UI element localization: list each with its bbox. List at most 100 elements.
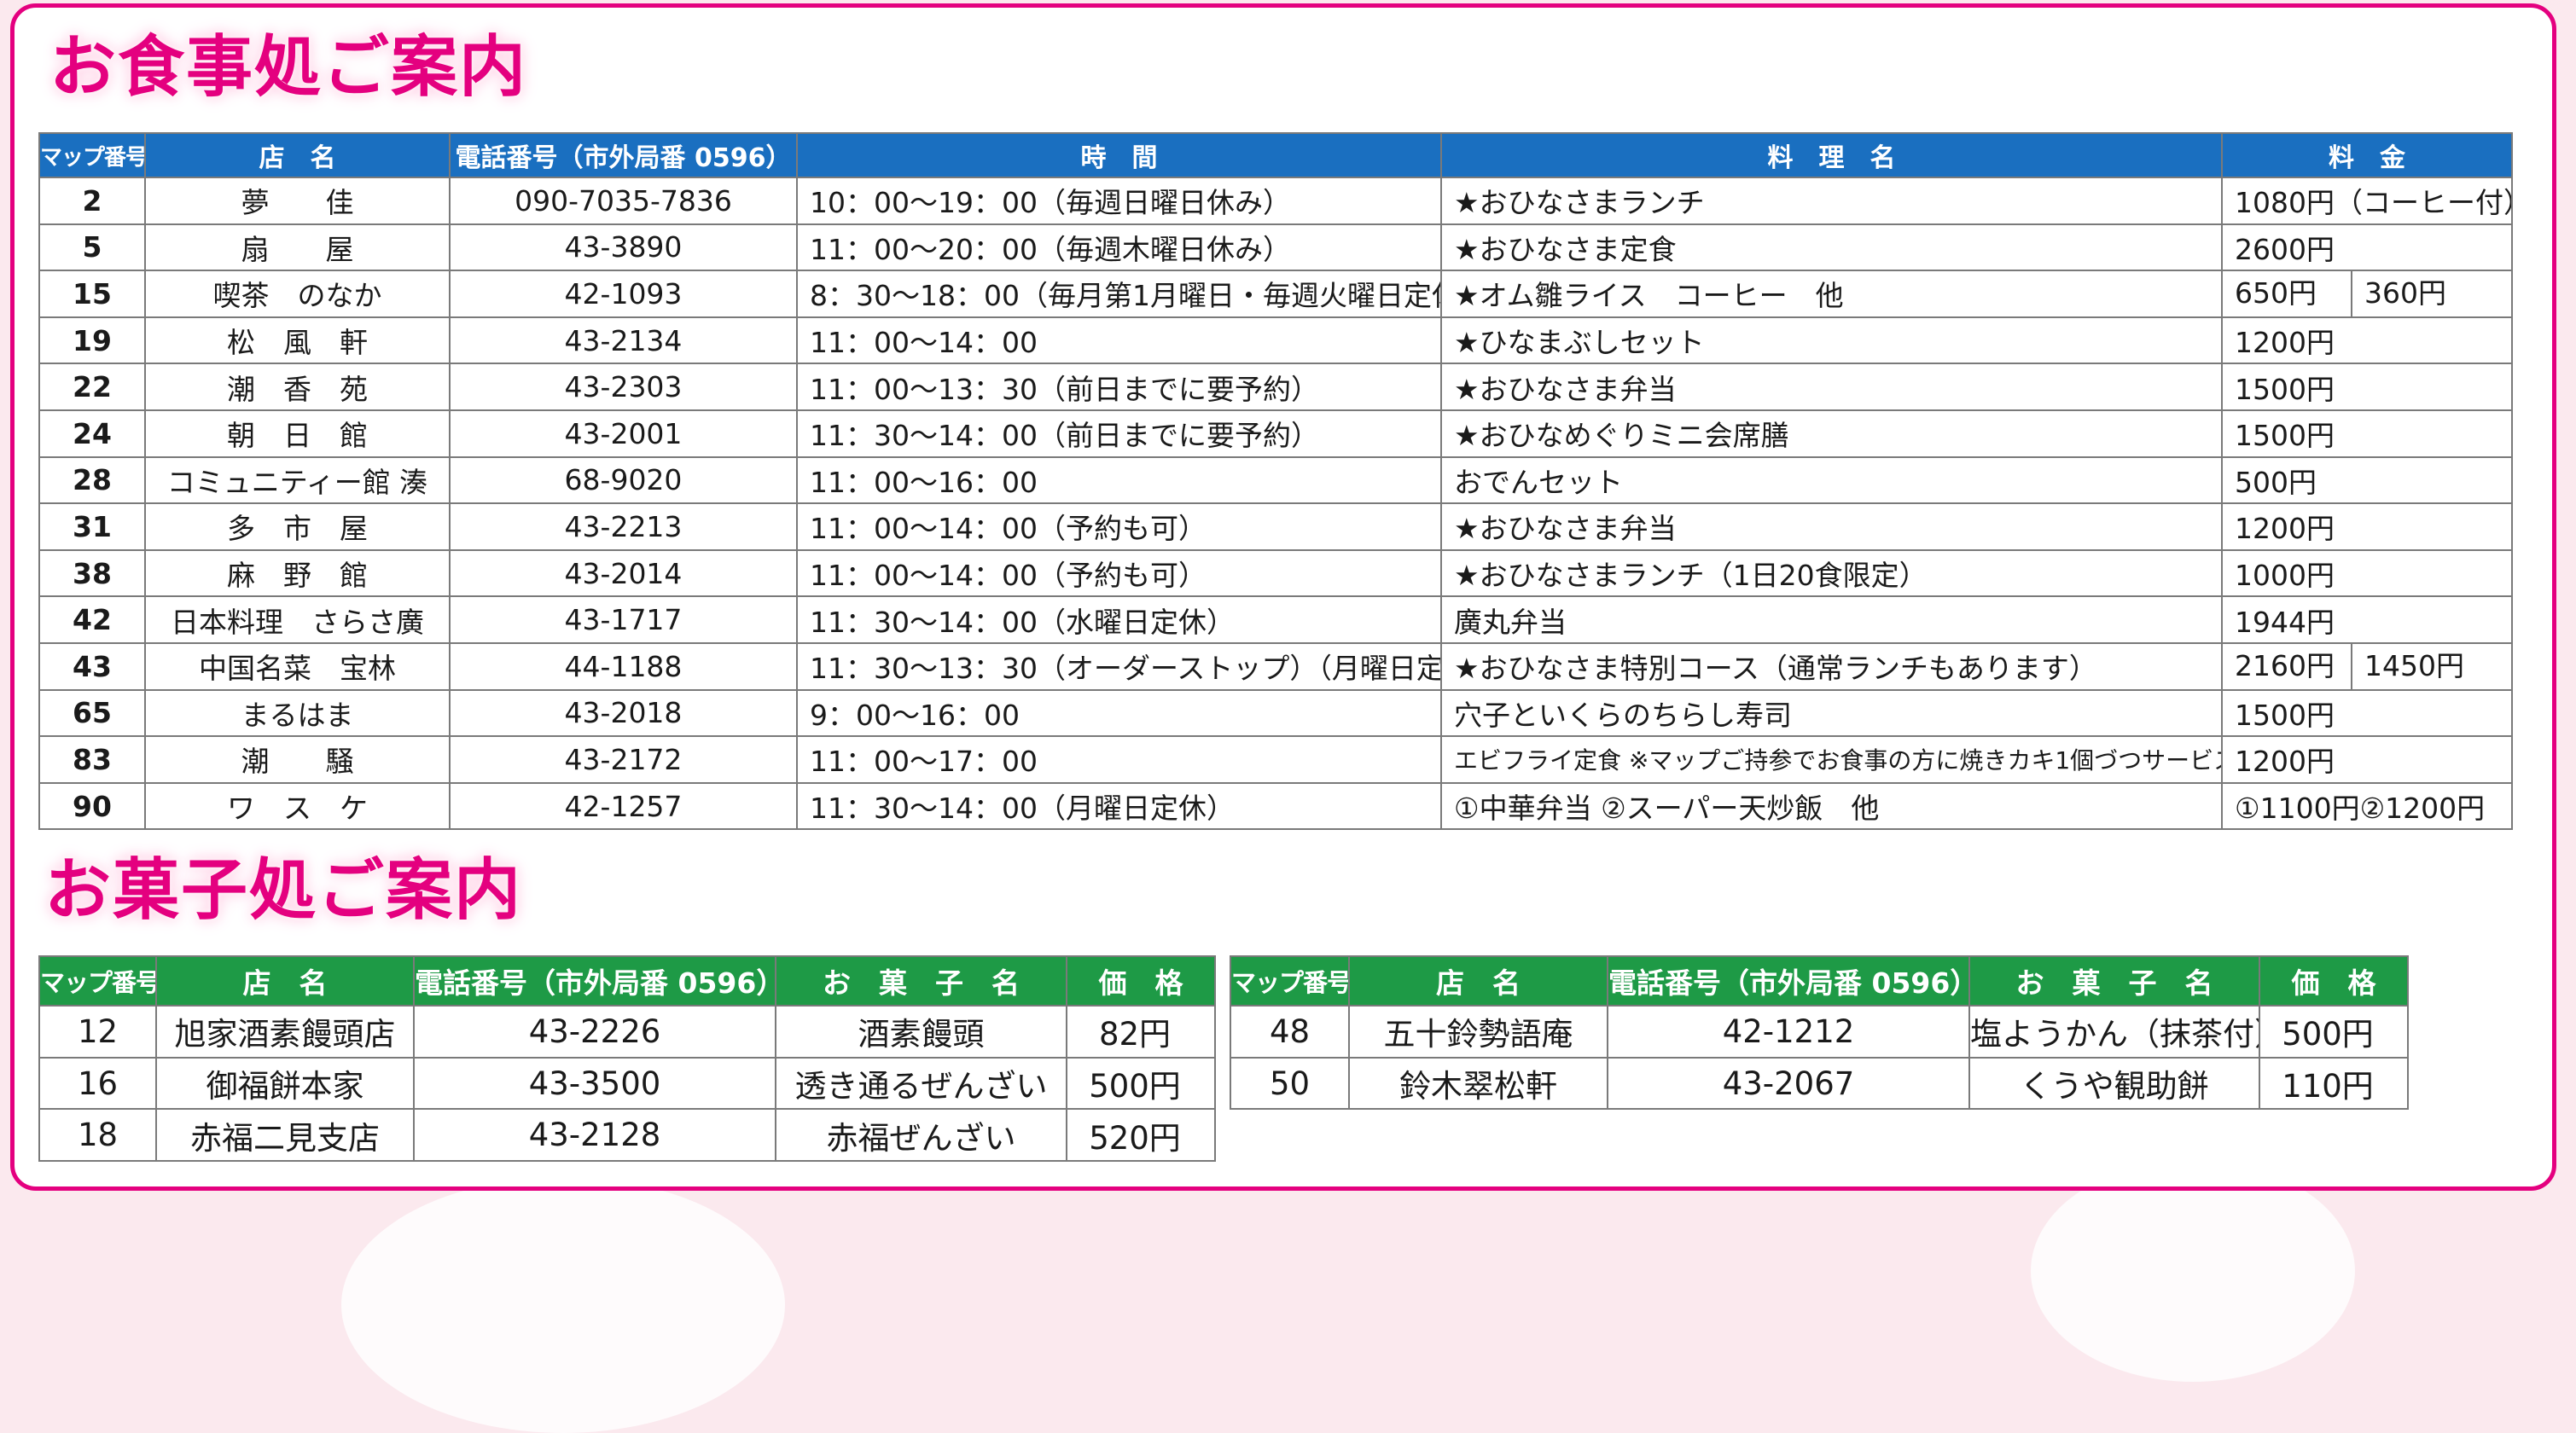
shop-name: 潮 香 苑 [144,363,451,411]
map-number: 19 [38,316,146,365]
business-hours: 11：00～17：00 [796,735,1442,784]
business-hours: 11：30～13：30（オーダーストップ）（月曜日定休） [796,641,1442,691]
dish-name: 穴子といくらのちらし寿司 [1440,688,2223,738]
table-row: 22 潮 香 苑 43-2303 11：00～13：30（前日までに要予約） ★おひなさ… [38,363,2513,411]
price-cell: 2160円 1450円 [2221,641,2513,691]
map-number: 42 [38,595,146,644]
shop-name: 喫茶 のなか [144,270,451,318]
header-map-number: マップ番号 [38,955,157,1007]
header-sweet-name: お 菓 子 名 [1968,955,2260,1007]
map-number: 43 [38,641,146,691]
dish-name: ★おひなさまランチ [1440,177,2223,225]
business-hours: 11：00～16：00 [796,455,1442,505]
phone-number: 43-3500 [413,1056,776,1111]
phone-number: 43-2018 [449,688,798,738]
price: 1200円 [2221,735,2513,784]
header-phone: 電話番号（市外局番 0596） [449,132,798,178]
business-hours: 11：30～14：00（前日までに要予約） [796,409,1442,458]
phone-number: 43-2303 [449,363,798,411]
shop-name: 潮 騒 [144,735,451,784]
map-number: 22 [38,363,146,411]
price: 1080円（コーヒー付） [2221,177,2513,225]
business-hours: 11：00～14：00（予約も可） [796,548,1442,598]
sweets-table-header: マップ番号 店 名 電話番号（市外局番 0596） お 菓 子 名 価 格 [1230,955,2409,1007]
dish-name: ★おひなさまランチ（1日20食限定） [1440,548,2223,598]
phone-number: 43-2001 [449,409,798,458]
map-number: 28 [38,455,146,505]
header-map-number: マップ番号 [1230,955,1350,1007]
phone-number: 43-2213 [449,502,798,551]
map-number: 83 [38,735,146,784]
shop-name: まるはま [144,688,451,738]
price: 1500円 [2221,409,2513,458]
table-row: 43 中国名菜 宝林 44-1188 11：30～13：30（オーダーストップ）（月曜… [38,641,2513,691]
price: 2600円 [2221,223,2513,272]
sweets-table-left: マップ番号 店 名 電話番号（市外局番 0596） お 菓 子 名 価 格 12… [38,955,1216,1163]
table-row: 48 五十鈴勢語庵 42-1212 塩ようかん（抹茶付） 500円 [1230,1005,2409,1059]
shop-name: 朝 日 館 [144,409,451,458]
food-table: マップ番号 店 名 電話番号（市外局番 0596） 時 間 料 理 名 料 金 … [38,132,2513,831]
price: 2160円 [2224,644,2352,688]
shop-name: コミュニティー館 湊 [144,455,451,505]
map-number: 16 [38,1056,157,1111]
price: 1944円 [2221,595,2513,644]
price-secondary: 360円 [2364,276,2446,310]
dish-name: ①中華弁当 ②スーパー天炒飯 他 [1440,781,2223,831]
sweets-table-right: マップ番号 店 名 電話番号（市外局番 0596） お 菓 子 名 価 格 48… [1230,955,2409,1111]
shop-name: 扇 屋 [144,223,451,272]
map-number: 2 [38,177,146,225]
phone-number: 42-1212 [1607,1005,1970,1059]
map-number: 31 [38,502,146,551]
phone-number: 68-9020 [449,455,798,505]
table-row: 12 旭家酒素饅頭店 43-2226 酒素饅頭 82円 [38,1005,1216,1059]
table-row: 90 ワ ス ケ 42-1257 11：30～14：00（月曜日定休） ①中華弁当 ②ス… [38,781,2513,831]
sweets-section-heading: お菓子処ご案内 [44,852,523,929]
sweet-name: 酒素饅頭 [775,1005,1067,1059]
phone-number: 42-1093 [449,270,798,318]
table-row: 31 多 市 屋 43-2213 11：00～14：00（予約も可） ★おひなさま弁当 1… [38,502,2513,551]
business-hours: 10：00～19：00（毎週日曜日休み） [796,177,1442,225]
background-shape [2031,1160,2355,1382]
shop-name: 麻 野 館 [144,548,451,598]
price: 1500円 [2221,363,2513,411]
shop-name: 日本料理 さらさ廣 [144,595,451,644]
map-number: 5 [38,223,146,272]
price: 650円 [2224,272,2352,316]
shop-name: 赤福二見支店 [155,1108,415,1163]
phone-number: 42-1257 [449,781,798,831]
shop-name: ワ ス ケ [144,781,451,831]
phone-number: 090-7035-7836 [449,177,798,225]
dish-name: ★ひなまぶしセット [1440,316,2223,365]
header-map-number: マップ番号 [38,132,146,178]
business-hours: 11：30～14：00（月曜日定休） [796,781,1442,831]
header-sweet-name: お 菓 子 名 [775,955,1067,1007]
shop-name: 中国名菜 宝林 [144,641,451,691]
price: 500円 [2259,1005,2409,1059]
dish-name: おでんセット [1440,455,2223,505]
shop-name: 五十鈴勢語庵 [1348,1005,1608,1059]
phone-number: 43-2128 [413,1108,776,1163]
phone-number: 43-2172 [449,735,798,784]
header-dish: 料 理 名 [1440,132,2223,178]
table-row: 15 喫茶 のなか 42-1093 8：30～18：00（毎月第1月曜日・毎週火曜日定… [38,270,2513,318]
phone-number: 43-2226 [413,1005,776,1059]
price: 1200円 [2221,316,2513,365]
map-number: 15 [38,270,146,318]
sweet-name: 透き通るぜんざい [775,1056,1067,1111]
header-shop-name: 店 名 [1348,955,1608,1007]
price: 500円 [1066,1056,1216,1111]
business-hours: 11：30～14：00（水曜日定休） [796,595,1442,644]
business-hours: 11：00～13：30（前日までに要予約） [796,363,1442,411]
sweet-name: 塩ようかん（抹茶付） [1968,1005,2260,1059]
price: 110円 [2259,1056,2409,1111]
price: 1000円 [2221,548,2513,598]
table-row: 19 松 風 軒 43-2134 11：00～14：00 ★ひなまぶしセット 1200円 [38,316,2513,365]
sweets-table-header: マップ番号 店 名 電話番号（市外局番 0596） お 菓 子 名 価 格 [38,955,1216,1007]
header-price: 料 金 [2221,132,2513,178]
header-shop-name: 店 名 [155,955,415,1007]
map-number: 50 [1230,1056,1350,1111]
price: 500円 [2221,455,2513,505]
table-row: 65 まるはま 43-2018 9：00～16：00 穴子といくらのちらし寿司 1500円 [38,688,2513,738]
phone-number: 43-2134 [449,316,798,365]
